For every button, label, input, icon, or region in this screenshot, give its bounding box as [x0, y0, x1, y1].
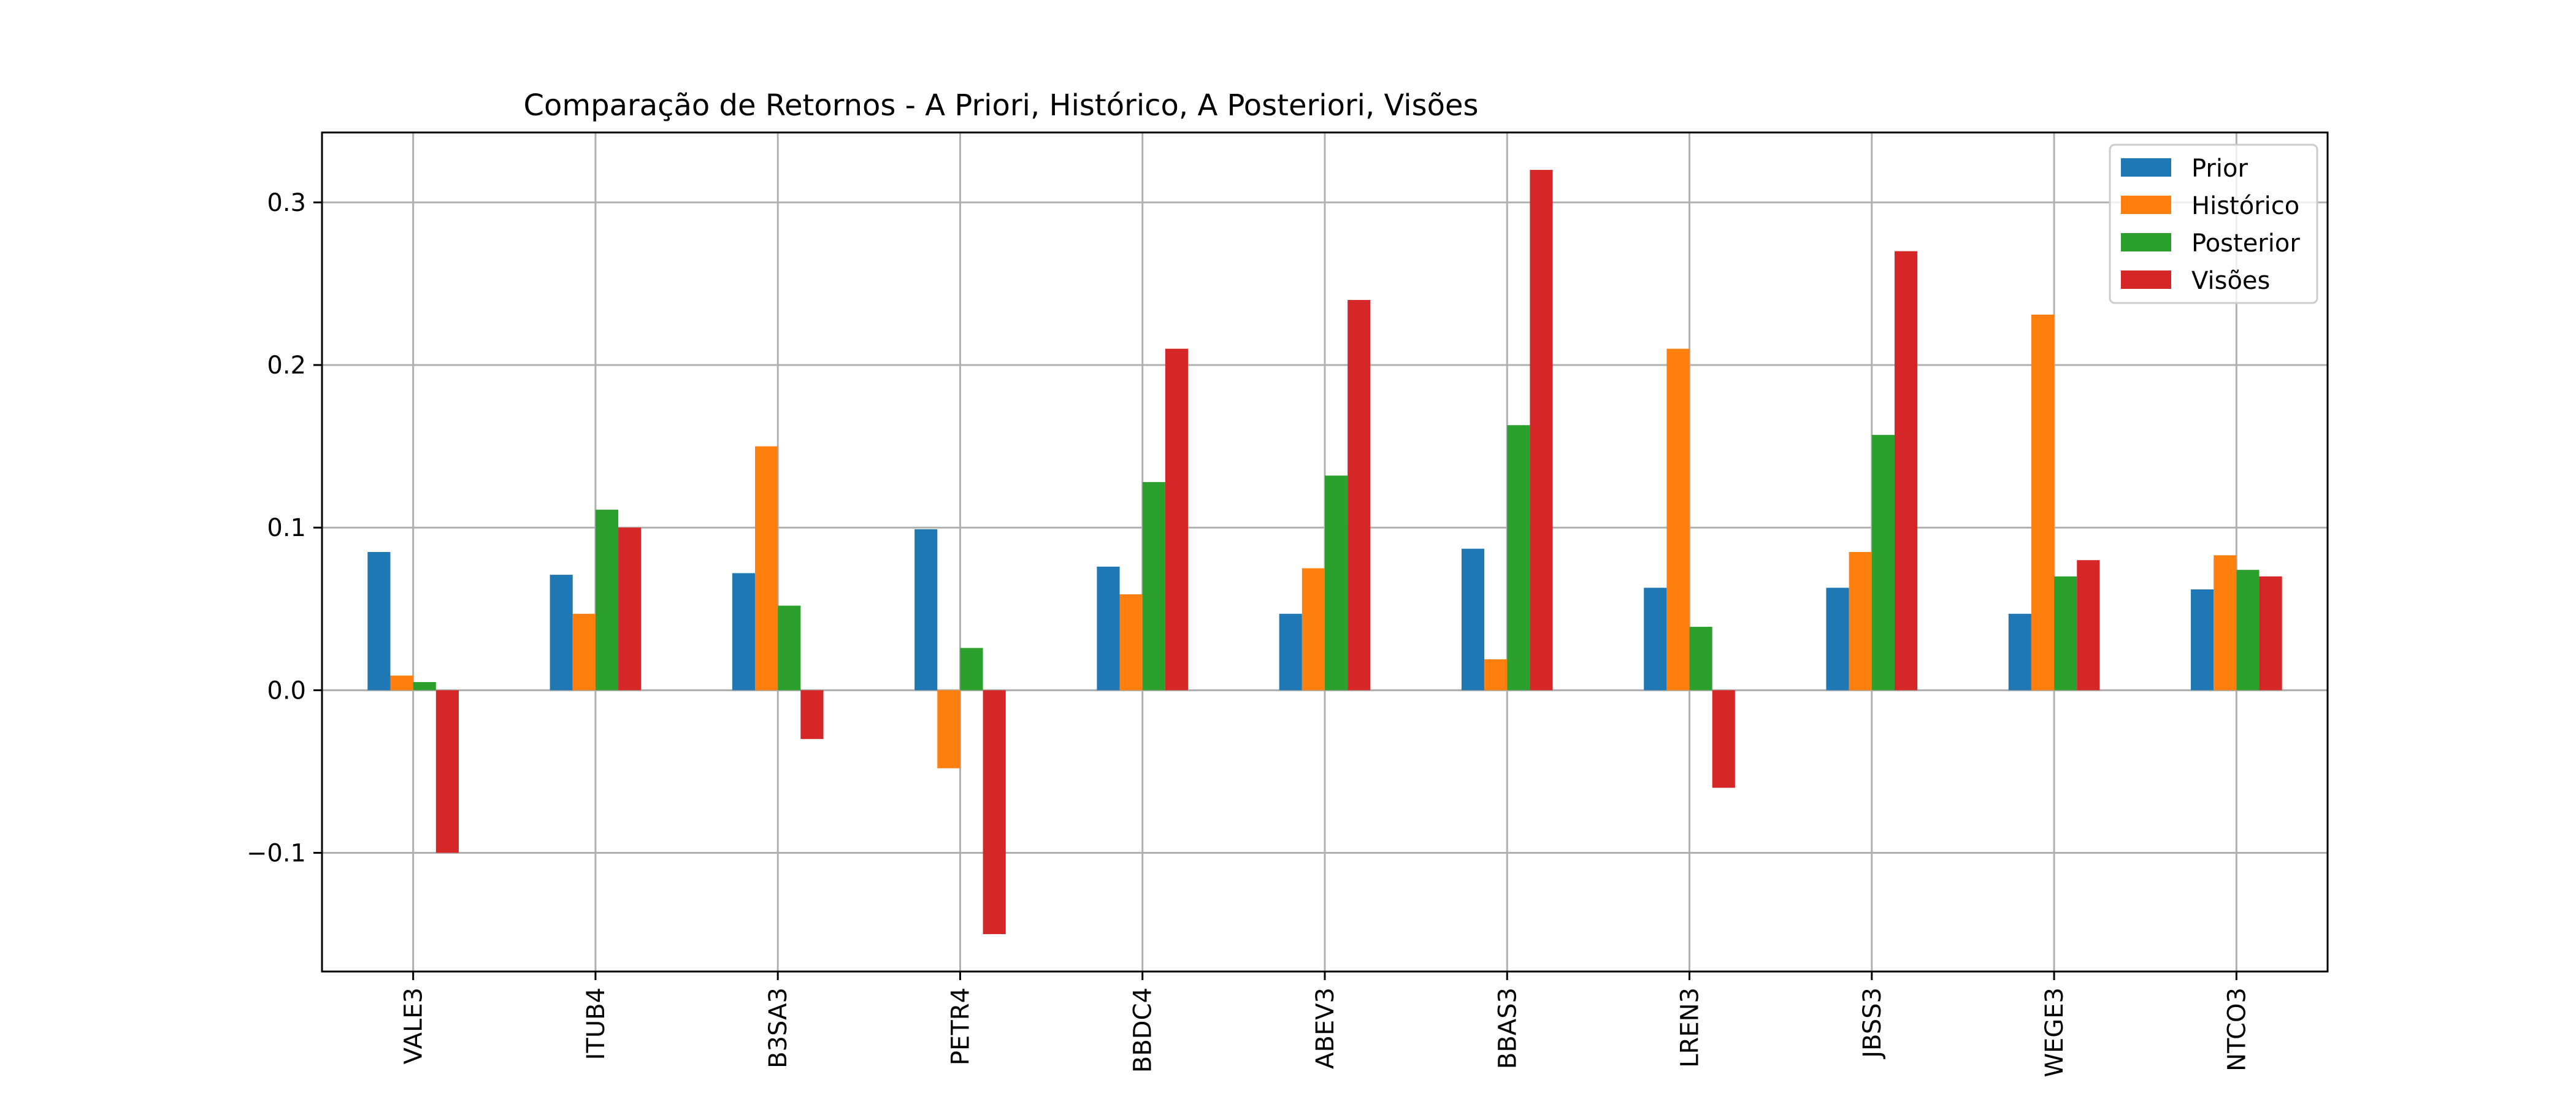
bar-histórico-itub4 — [572, 613, 596, 691]
y-axis: −0.1 0.0 0.1 0.2 0.3 — [247, 189, 322, 867]
bar-prior-bbdc4 — [1097, 566, 1120, 691]
bar-histórico-vale3 — [390, 675, 413, 691]
bar-prior-petr4 — [914, 529, 938, 691]
x-tick-label: NTCO3 — [2223, 987, 2251, 1071]
bar-histórico-ntco3 — [2214, 555, 2237, 691]
bar-posterior-bbdc4 — [1142, 482, 1165, 691]
bar-posterior-abev3 — [1325, 475, 1348, 691]
bar-posterior-b3sa3 — [778, 605, 801, 691]
y-tick-label: 0.0 — [267, 677, 306, 705]
bar-posterior-itub4 — [595, 510, 619, 691]
bar-posterior-wege3 — [2054, 576, 2077, 691]
bar-prior-vale3 — [367, 552, 391, 691]
y-tick-label: 0.2 — [267, 351, 306, 380]
bar-posterior-vale3 — [413, 682, 436, 691]
legend-swatch-posterior — [2121, 233, 2171, 251]
bar-histórico-bbas3 — [1484, 659, 1508, 691]
chart-title: Comparação de Retornos - A Priori, Histó… — [523, 88, 1478, 123]
bar-visões-b3sa3 — [800, 690, 824, 739]
legend-label: Histórico — [2191, 192, 2299, 220]
x-tick-label: BBDC4 — [1129, 987, 1157, 1073]
legend: Prior Histórico Posterior Visões — [2109, 144, 2318, 304]
x-tick-label: PETR4 — [946, 987, 975, 1065]
bar-posterior-lren3 — [1689, 626, 1712, 691]
bar-posterior-ntco3 — [2236, 570, 2260, 691]
x-tick-label: BBAS3 — [1493, 987, 1522, 1069]
bars — [367, 169, 2282, 935]
x-tick-label: B3SA3 — [764, 987, 792, 1068]
bar-histórico-wege3 — [2031, 314, 2055, 691]
bar-visões-lren3 — [1712, 690, 1735, 788]
x-tick-label: WEGE3 — [2041, 987, 2069, 1078]
bar-histórico-bbdc4 — [1119, 594, 1143, 691]
bar-posterior-jbss3 — [1871, 435, 1895, 691]
bar-prior-ntco3 — [2191, 589, 2214, 691]
bar-visões-itub4 — [618, 527, 642, 691]
bar-visões-bbdc4 — [1165, 348, 1189, 691]
bar-posterior-bbas3 — [1507, 425, 1530, 691]
x-axis: VALE3 ITUB4 B3SA3 PETR4 BBDC4 ABEV3 BBAS3 LREN3… — [400, 972, 2251, 1078]
x-tick-label: LREN3 — [1676, 987, 1704, 1068]
bar-histórico-abev3 — [1301, 568, 1325, 691]
bar-prior-bbas3 — [1461, 548, 1485, 691]
bar-visões-petr4 — [983, 690, 1006, 935]
bar-visões-vale3 — [435, 690, 459, 853]
x-tick-label: VALE3 — [400, 987, 428, 1064]
x-tick-label: ABEV3 — [1311, 987, 1340, 1069]
bar-prior-jbss3 — [1826, 588, 1849, 691]
bar-prior-b3sa3 — [732, 573, 756, 691]
y-tick-label: −0.1 — [247, 839, 306, 867]
x-tick-label: JBSS3 — [1858, 987, 1887, 1060]
bar-visões-ntco3 — [2259, 576, 2282, 691]
legend-swatch-histórico — [2121, 196, 2171, 214]
bar-histórico-jbss3 — [1849, 552, 1872, 691]
legend-label: Prior — [2191, 155, 2248, 183]
bar-histórico-petr4 — [937, 690, 960, 769]
legend-label: Posterior — [2191, 229, 2300, 258]
bar-posterior-petr4 — [960, 648, 983, 691]
legend-swatch-visões — [2121, 270, 2171, 289]
bar-visões-jbss3 — [1894, 251, 1918, 691]
bar-prior-wege3 — [2008, 613, 2031, 691]
bar-visões-wege3 — [2077, 560, 2100, 691]
bar-prior-lren3 — [1644, 588, 1667, 691]
legend-label: Visões — [2191, 267, 2270, 295]
bar-visões-abev3 — [1347, 300, 1371, 691]
y-tick-label: 0.3 — [267, 189, 306, 217]
y-tick-label: 0.1 — [267, 514, 306, 542]
bar-prior-itub4 — [550, 575, 573, 691]
legend-box — [2109, 144, 2318, 304]
bar-prior-abev3 — [1279, 613, 1302, 691]
bar-histórico-lren3 — [1666, 348, 1690, 691]
x-tick-label: ITUB4 — [582, 987, 610, 1060]
bar-histórico-b3sa3 — [755, 446, 778, 691]
legend-swatch-prior — [2121, 158, 2171, 177]
bar-visões-bbas3 — [1530, 169, 1553, 691]
